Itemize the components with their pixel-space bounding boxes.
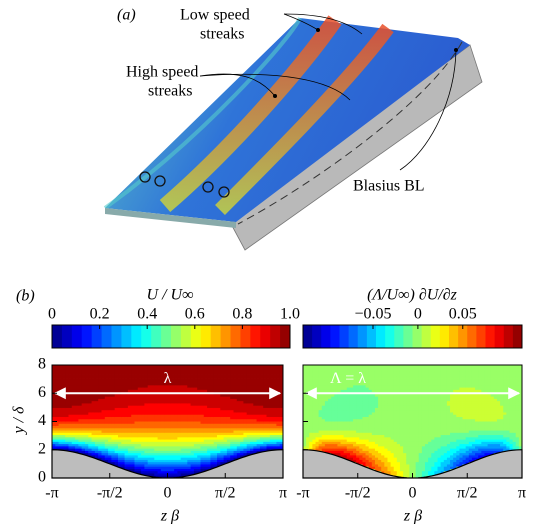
colorbar-cell <box>422 325 432 348</box>
x-tick-label: -π/2 <box>97 485 123 502</box>
colorbar-tick-label: 0.05 <box>449 306 477 323</box>
colorbar-cell <box>513 325 523 348</box>
colorbar-cell <box>486 325 496 348</box>
annotation: High speed <box>126 64 198 81</box>
colorbar-cell <box>221 325 231 348</box>
colorbar-cell <box>260 325 270 348</box>
colorbar-tick-label: 0.8 <box>232 306 252 323</box>
colorbar-cell <box>330 325 340 348</box>
annotation: Blasius BL <box>353 178 425 195</box>
colorbar-cell <box>394 325 404 348</box>
colorbar-cell <box>376 325 386 348</box>
y-tick-label: 2 <box>38 440 46 457</box>
colorbar-tick-label: 0 <box>414 306 422 323</box>
surface-rendering <box>105 14 482 250</box>
annotation: streaks <box>200 26 244 43</box>
colorbar-cell <box>92 325 102 348</box>
colorbar-tick-label: 0.2 <box>90 306 110 323</box>
annotation: Low speed <box>180 7 250 24</box>
colorbar-tick-label: 0 <box>48 306 56 323</box>
colorbar-cell <box>321 325 331 348</box>
colorbar-cell <box>151 325 161 348</box>
x-tick-label: -π <box>45 485 58 502</box>
colorbar-tick-label: 0.6 <box>185 306 205 323</box>
colorbar-tick-label: 1.0 <box>280 306 300 323</box>
colorbar-title: (Λ/U∞) ∂U/∂z <box>367 287 458 304</box>
annotation: streaks <box>148 83 192 100</box>
colorbar-cell <box>191 325 201 348</box>
panel-label: (a) <box>117 7 136 24</box>
x-axis-label: z β <box>403 508 422 525</box>
colorbar-tick-label: 0.4 <box>137 306 157 323</box>
colorbar-title: U / U∞ <box>147 287 194 304</box>
y-tick-label: 0 <box>38 469 46 486</box>
x-tick-label: 0 <box>164 485 172 502</box>
colorbar-cell <box>52 325 62 348</box>
colorbar-cell <box>62 325 72 348</box>
colorbar-cell <box>112 325 122 348</box>
colorbar-cell <box>250 325 260 348</box>
colorbar-cell <box>270 325 280 348</box>
colorbar-cell <box>161 325 171 348</box>
colorbar-cell <box>358 325 368 348</box>
y-tick-label: 4 <box>38 412 46 429</box>
colorbar-cell <box>440 325 450 348</box>
colorbar-cell <box>495 325 505 348</box>
colorbar-cell <box>211 325 221 348</box>
colorbar-cell <box>349 325 359 348</box>
colorbar-cell <box>367 325 377 348</box>
y-tick-label: 8 <box>38 356 46 373</box>
colorbar-cell <box>181 325 191 348</box>
panel-label: (b) <box>16 288 35 305</box>
plots: 0 0.2 0.4 0.6 0.8 1.0 −0.05 0 0.05 λ -π -π/2 0 π/2 π 0 2… <box>38 306 526 502</box>
x-tick-label: π <box>279 485 287 502</box>
x-tick-label: π/2 <box>215 485 236 502</box>
colorbar-cell <box>449 325 459 348</box>
colorbar-cell <box>403 325 413 348</box>
colorbar-cell <box>72 325 82 348</box>
colorbar-cell <box>413 325 423 348</box>
annotation: λ <box>164 370 172 387</box>
colorbar-tick-label: −0.05 <box>354 306 391 323</box>
colorbar-cell <box>467 325 477 348</box>
colorbar-cell <box>102 325 112 348</box>
colorbar-cell <box>131 325 141 348</box>
colorbar-cell <box>476 325 486 348</box>
y-axis-label: y / δ <box>11 406 28 436</box>
x-axis-label: z β <box>160 508 179 525</box>
colorbar-cell <box>121 325 131 348</box>
colorbar-cell <box>280 325 290 348</box>
colorbar-cell <box>201 325 211 348</box>
colorbar-cell <box>82 325 92 348</box>
colorbar-cell <box>504 325 514 348</box>
colorbar-cell <box>231 325 241 348</box>
colorbar-cell <box>340 325 350 348</box>
colorbar-cell <box>431 325 441 348</box>
colorbar-cell <box>171 325 181 348</box>
colorbar-cell <box>312 325 322 348</box>
colorbar-cell <box>385 325 395 348</box>
colorbar-cell <box>303 325 313 348</box>
colorbar-cell <box>141 325 151 348</box>
y-tick-label: 6 <box>38 384 46 401</box>
